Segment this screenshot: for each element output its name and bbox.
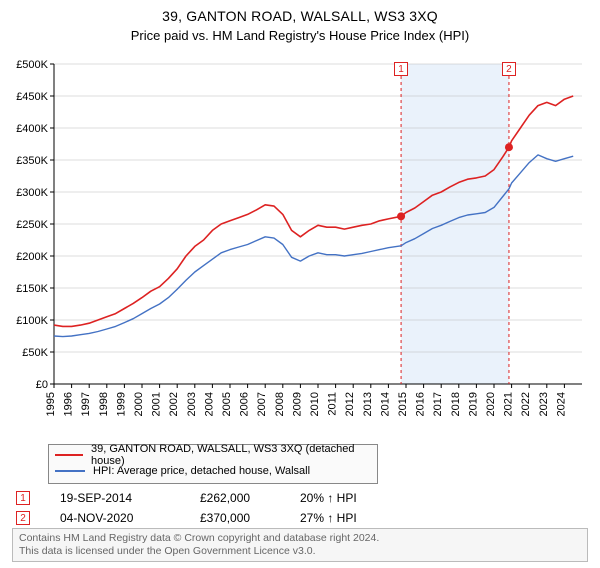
svg-text:2008: 2008 [274,392,286,416]
legend-swatch [55,454,83,456]
event-index-box: 2 [16,511,30,525]
svg-text:£200K: £200K [16,251,48,263]
svg-text:2014: 2014 [379,392,391,416]
legend-label: 39, GANTON ROAD, WALSALL, WS3 3XQ (detac… [91,443,371,467]
chart-marker-box: 1 [394,62,408,76]
svg-text:2012: 2012 [344,392,356,416]
svg-text:1996: 1996 [63,392,75,416]
svg-text:2003: 2003 [186,392,198,416]
legend: 39, GANTON ROAD, WALSALL, WS3 3XQ (detac… [48,444,378,484]
svg-text:2024: 2024 [555,392,567,416]
svg-text:2004: 2004 [203,392,215,416]
svg-text:2000: 2000 [133,392,145,416]
legend-label: HPI: Average price, detached house, Wals… [93,465,310,477]
event-delta: 20% ↑ HPI [300,491,420,505]
footer-notice: Contains HM Land Registry data © Crown c… [12,528,588,562]
svg-text:2019: 2019 [467,392,479,416]
footer-line: This data is licensed under the Open Gov… [19,545,581,558]
svg-text:2007: 2007 [256,392,268,416]
chart-area: £0 £50K £100K £150K £200K £250K £300K £350K £400… [8,58,592,436]
svg-text:£0: £0 [36,379,48,391]
title-address: 39, GANTON ROAD, WALSALL, WS3 3XQ [0,8,600,24]
svg-text:2005: 2005 [221,392,233,416]
footer-line: Contains HM Land Registry data © Crown c… [19,532,581,545]
event-row: 1 19-SEP-2014 £262,000 20% ↑ HPI [12,488,420,508]
svg-text:£500K: £500K [16,59,48,71]
title-subtitle: Price paid vs. HM Land Registry's House … [0,28,600,43]
chart-marker-box: 2 [502,62,516,76]
svg-text:2018: 2018 [450,392,462,416]
legend-swatch [55,470,85,472]
svg-text:£300K: £300K [16,187,48,199]
svg-text:2009: 2009 [291,392,303,416]
svg-text:1998: 1998 [98,392,110,416]
legend-item: 39, GANTON ROAD, WALSALL, WS3 3XQ (detac… [55,447,371,463]
svg-text:£350K: £350K [16,155,48,167]
svg-text:£50K: £50K [22,347,48,359]
svg-text:£150K: £150K [16,283,48,295]
svg-text:2022: 2022 [520,392,532,416]
svg-text:£100K: £100K [16,315,48,327]
svg-text:2023: 2023 [538,392,550,416]
event-date: 19-SEP-2014 [60,491,200,505]
svg-text:1997: 1997 [80,392,92,416]
event-date: 04-NOV-2020 [60,511,200,525]
svg-text:2013: 2013 [362,392,374,416]
chart-container: 39, GANTON ROAD, WALSALL, WS3 3XQ Price … [0,8,600,568]
event-index-box: 1 [16,491,30,505]
event-row: 2 04-NOV-2020 £370,000 27% ↑ HPI [12,508,420,528]
svg-text:2002: 2002 [168,392,180,416]
svg-text:2016: 2016 [415,392,427,416]
svg-text:£250K: £250K [16,219,48,231]
events-table: 1 19-SEP-2014 £262,000 20% ↑ HPI 2 04-NO… [12,488,420,528]
svg-text:2021: 2021 [503,392,515,416]
svg-text:1995: 1995 [45,392,57,416]
event-price: £370,000 [200,511,300,525]
line-chart: £0 £50K £100K £150K £200K £250K £300K £350K £400… [8,58,592,436]
svg-text:2011: 2011 [327,392,339,416]
svg-text:2001: 2001 [151,392,163,416]
svg-text:2017: 2017 [432,392,444,416]
svg-text:2015: 2015 [397,392,409,416]
svg-text:1999: 1999 [115,392,127,416]
svg-text:2006: 2006 [239,392,251,416]
svg-text:£400K: £400K [16,123,48,135]
event-price: £262,000 [200,491,300,505]
svg-text:2010: 2010 [309,392,321,416]
svg-text:£450K: £450K [16,91,48,103]
event-delta: 27% ↑ HPI [300,511,420,525]
svg-text:2020: 2020 [485,392,497,416]
